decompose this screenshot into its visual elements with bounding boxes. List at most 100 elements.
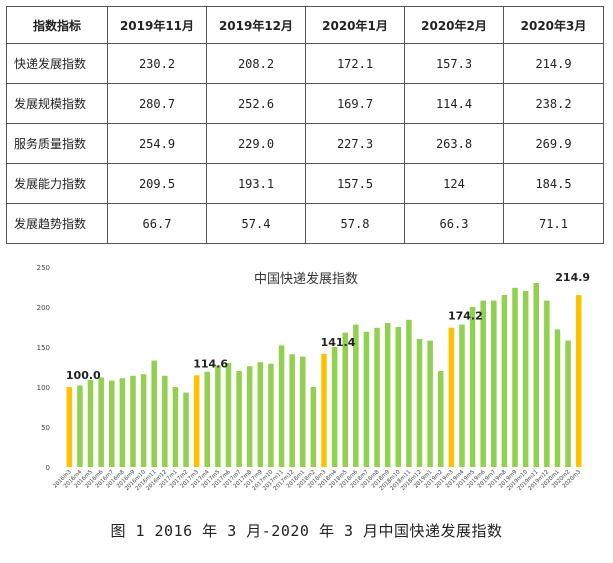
table-cell: 66.7: [107, 203, 207, 244]
table-cell: 124: [404, 163, 504, 204]
row-label: 服务质量指数: [6, 123, 108, 164]
table-row: 发展趋势指数 66.7 57.4 57.8 66.3 71.1: [6, 203, 604, 244]
bar: [384, 323, 391, 467]
row-label: 快递发展指数: [6, 43, 108, 84]
row-label: 发展能力指数: [6, 163, 108, 204]
bar: [246, 366, 253, 467]
bar: [374, 327, 380, 467]
bar-data-label: 114.6: [193, 357, 228, 370]
bar: [469, 307, 476, 467]
table-cell: 193.1: [206, 163, 306, 204]
bar-data-label: 100.0: [66, 369, 101, 382]
bar: [427, 340, 433, 467]
bar: [77, 385, 83, 467]
bar: [278, 345, 285, 467]
bar: [501, 295, 508, 467]
y-tick-label: 200: [37, 304, 50, 312]
table-cell: 209.5: [107, 163, 207, 204]
table-row: 服务质量指数 254.9 229.0 227.3 263.8 269.9: [6, 123, 604, 164]
bar: [300, 356, 306, 467]
table-cell: 57.8: [305, 203, 405, 244]
table-cell: 157.3: [404, 43, 504, 84]
bar: [109, 380, 115, 467]
table-header-row: 指数指标 2019年11月 2019年12月 2020年1月 2020年2月 2…: [6, 6, 604, 44]
bar: [565, 340, 571, 467]
bar: [437, 371, 444, 467]
bar-data-label: 174.2: [448, 310, 483, 323]
bar: [554, 329, 561, 467]
bar: [522, 291, 529, 467]
table-cell: 227.3: [305, 123, 405, 164]
bar: [544, 300, 550, 467]
table-cell: 269.9: [503, 123, 604, 164]
index-table: 指数指标 2019年11月 2019年12月 2020年1月 2020年2月 2…: [6, 6, 604, 244]
bar-data-label: 141.4: [321, 336, 356, 349]
table-row: 快递发展指数 230.2 208.2 172.1 157.3 214.9: [6, 43, 604, 84]
bar: [268, 363, 274, 467]
bar: [172, 387, 179, 467]
chart-title: 中国快递发展指数: [254, 271, 358, 287]
header-cell: 2020年1月: [305, 6, 405, 44]
bar: [257, 362, 264, 467]
table-cell: 114.4: [404, 83, 504, 124]
bar: [491, 300, 497, 467]
y-axis: 0 50 100 150 200 250: [37, 264, 50, 472]
bar: [342, 332, 348, 467]
table-cell: 254.9: [107, 123, 207, 164]
bar: [140, 374, 147, 467]
header-cell: 2020年2月: [404, 6, 504, 44]
y-tick-label: 150: [37, 344, 50, 352]
table-cell: 184.5: [503, 163, 604, 204]
bar: [416, 339, 423, 467]
bar: [236, 371, 242, 467]
table-row: 发展能力指数 209.5 193.1 157.5 124 184.5: [6, 163, 604, 204]
bar: [321, 353, 327, 467]
table-cell: 57.4: [206, 203, 306, 244]
row-label: 发展规模指数: [6, 83, 108, 124]
bar: [512, 287, 518, 467]
table-cell: 280.7: [107, 83, 207, 124]
table-cell: 230.2: [107, 43, 207, 84]
y-tick-label: 250: [37, 264, 50, 272]
bar: [66, 387, 73, 467]
table-cell: 263.8: [404, 123, 504, 164]
figure-caption: 图 1 2016 年 3 月-2020 年 3 月中国快递发展指数: [110, 522, 503, 540]
bar: [215, 365, 221, 467]
bar: [87, 379, 94, 467]
bar: [533, 283, 540, 467]
bar: [151, 360, 157, 467]
bar: [459, 324, 465, 467]
bar: [193, 375, 200, 467]
bar: [480, 300, 486, 467]
table-cell: 252.6: [206, 83, 306, 124]
y-tick-label: 0: [46, 464, 50, 472]
data-labels: 100.0 114.6 141.4 174.2 214.9: [66, 271, 590, 382]
x-axis-tick-labels: 2016m32016m42016m52016m62016m72016m82016…: [52, 469, 582, 492]
table-cell: 229.0: [206, 123, 306, 164]
bar: [353, 324, 359, 467]
bar: [395, 327, 402, 467]
bar-data-label: 214.9: [555, 271, 590, 284]
header-cell: 指数指标: [6, 6, 108, 44]
bar: [204, 371, 211, 467]
table-cell: 157.5: [305, 163, 405, 204]
bar-series: [66, 283, 582, 467]
table-cell: 71.1: [503, 203, 604, 244]
header-cell: 2020年3月: [503, 6, 604, 44]
table-cell: 66.3: [404, 203, 504, 244]
header-cell: 2019年12月: [206, 6, 306, 44]
bar: [406, 319, 412, 467]
bar: [289, 354, 295, 467]
row-label: 发展趋势指数: [6, 203, 108, 244]
table-cell: 172.1: [305, 43, 405, 84]
bar: [162, 375, 168, 467]
bar: [310, 387, 317, 467]
header-cell: 2019年11月: [107, 6, 207, 44]
bar: [183, 392, 189, 467]
bar: [225, 363, 232, 467]
express-index-bar-chart: 中国快递发展指数 0 50 100 150 200 250 2016m32016m4201…: [37, 264, 590, 492]
bar: [363, 331, 370, 467]
table-cell: 208.2: [206, 43, 306, 84]
y-tick-label: 100: [37, 384, 50, 392]
table-cell: 238.2: [503, 83, 604, 124]
